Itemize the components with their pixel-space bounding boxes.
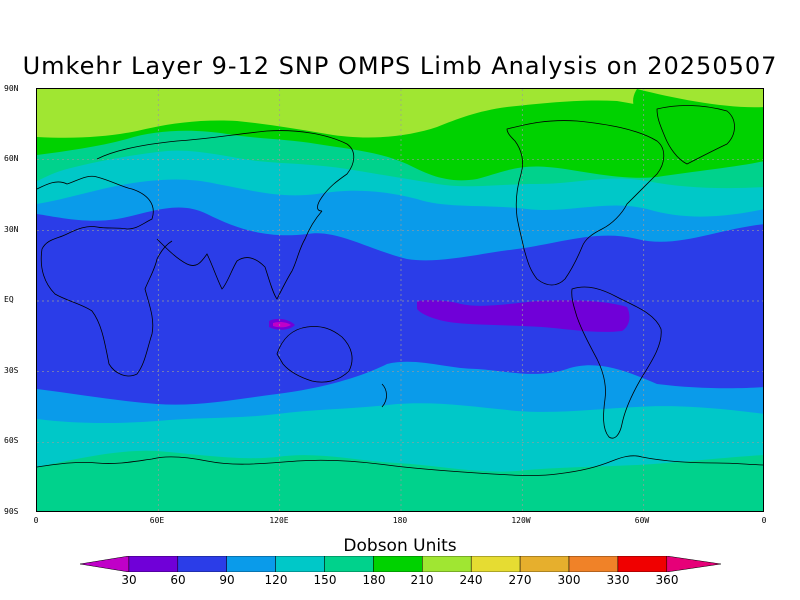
lon-tick-60w: 60W [634, 516, 650, 525]
colorbar-cell-9 [519, 556, 570, 572]
coastline-asia-north [96, 130, 355, 212]
band-30-60-pacific [417, 300, 630, 332]
coastline-asia-south [156, 210, 323, 300]
coastline-greenland [656, 105, 735, 165]
lon-tick-60e: 60E [149, 516, 165, 525]
colorbar-label-330: 330 [606, 573, 630, 587]
colorbar-label-360: 360 [655, 573, 679, 587]
ozone-contour-map [37, 89, 763, 511]
colorbar-label-240: 240 [459, 573, 483, 587]
coastlines [37, 105, 763, 476]
colorbar-cell-4 [275, 556, 325, 572]
lat-tick-60s: 60S [4, 436, 19, 445]
lat-tick-60n: 60N [4, 154, 19, 163]
colorbar-cell-0 [80, 556, 130, 572]
coastline-north-america [506, 120, 665, 286]
lat-tick-30s: 30S [4, 366, 19, 375]
colorbar-label-300: 300 [557, 573, 581, 587]
lon-tick-180: 180 [392, 516, 408, 525]
band-210-240-north [37, 89, 763, 138]
coastline-new-zealand [381, 383, 387, 408]
lon-tick-120e: 120E [269, 516, 289, 525]
coastline-australia [276, 326, 353, 383]
band-0-30-indonesia [273, 321, 291, 328]
lat-tick-eq: EQ [4, 295, 14, 304]
colorbar-cell-7 [422, 556, 472, 572]
lat-tick-90n: 90N [4, 84, 19, 93]
colorbar-cell-10 [568, 556, 619, 572]
colorbar-cell-5 [324, 556, 374, 572]
colorbar-label-30: 30 [121, 573, 137, 587]
lat-tick-30n: 30N [4, 225, 19, 234]
coastline-antarctica [37, 455, 763, 476]
coastline-africa-europe [37, 175, 173, 377]
colorbar-cell-8 [470, 556, 521, 572]
lat-tick-90s: 90S [4, 507, 19, 516]
colorbar-cell-12 [666, 556, 722, 572]
colorbar [80, 556, 722, 572]
colorbar-label-270: 270 [508, 573, 532, 587]
band-150-180-south [37, 450, 763, 511]
band-180-210-pocket-east [633, 89, 763, 136]
colorbar-cell-6 [373, 556, 423, 572]
colorbar-label-210: 210 [410, 573, 434, 587]
lon-tick-0: 0 [33, 516, 39, 525]
colorbar-label-180: 180 [362, 573, 386, 587]
colorbar-label-60: 60 [170, 573, 186, 587]
colorbar-label-150: 150 [313, 573, 337, 587]
coastline-south-america [571, 286, 662, 439]
colorbar-cell-3 [226, 556, 276, 572]
map-title: Umkehr Layer 9-12 SNP OMPS Limb Analysis… [22, 52, 778, 80]
colorbar-cell-1 [128, 556, 179, 572]
lon-tick-120w: 120W [511, 516, 531, 525]
colorbar-label-90: 90 [219, 573, 235, 587]
graticule [37, 89, 763, 511]
colorbar-label-120: 120 [264, 573, 288, 587]
ozone-map [36, 88, 764, 512]
lon-tick-0-east: 0 [761, 516, 767, 525]
colorbar-title: Dobson Units [343, 536, 457, 556]
colorbar-cell-2 [177, 556, 227, 572]
colorbar-cell-11 [617, 556, 668, 572]
